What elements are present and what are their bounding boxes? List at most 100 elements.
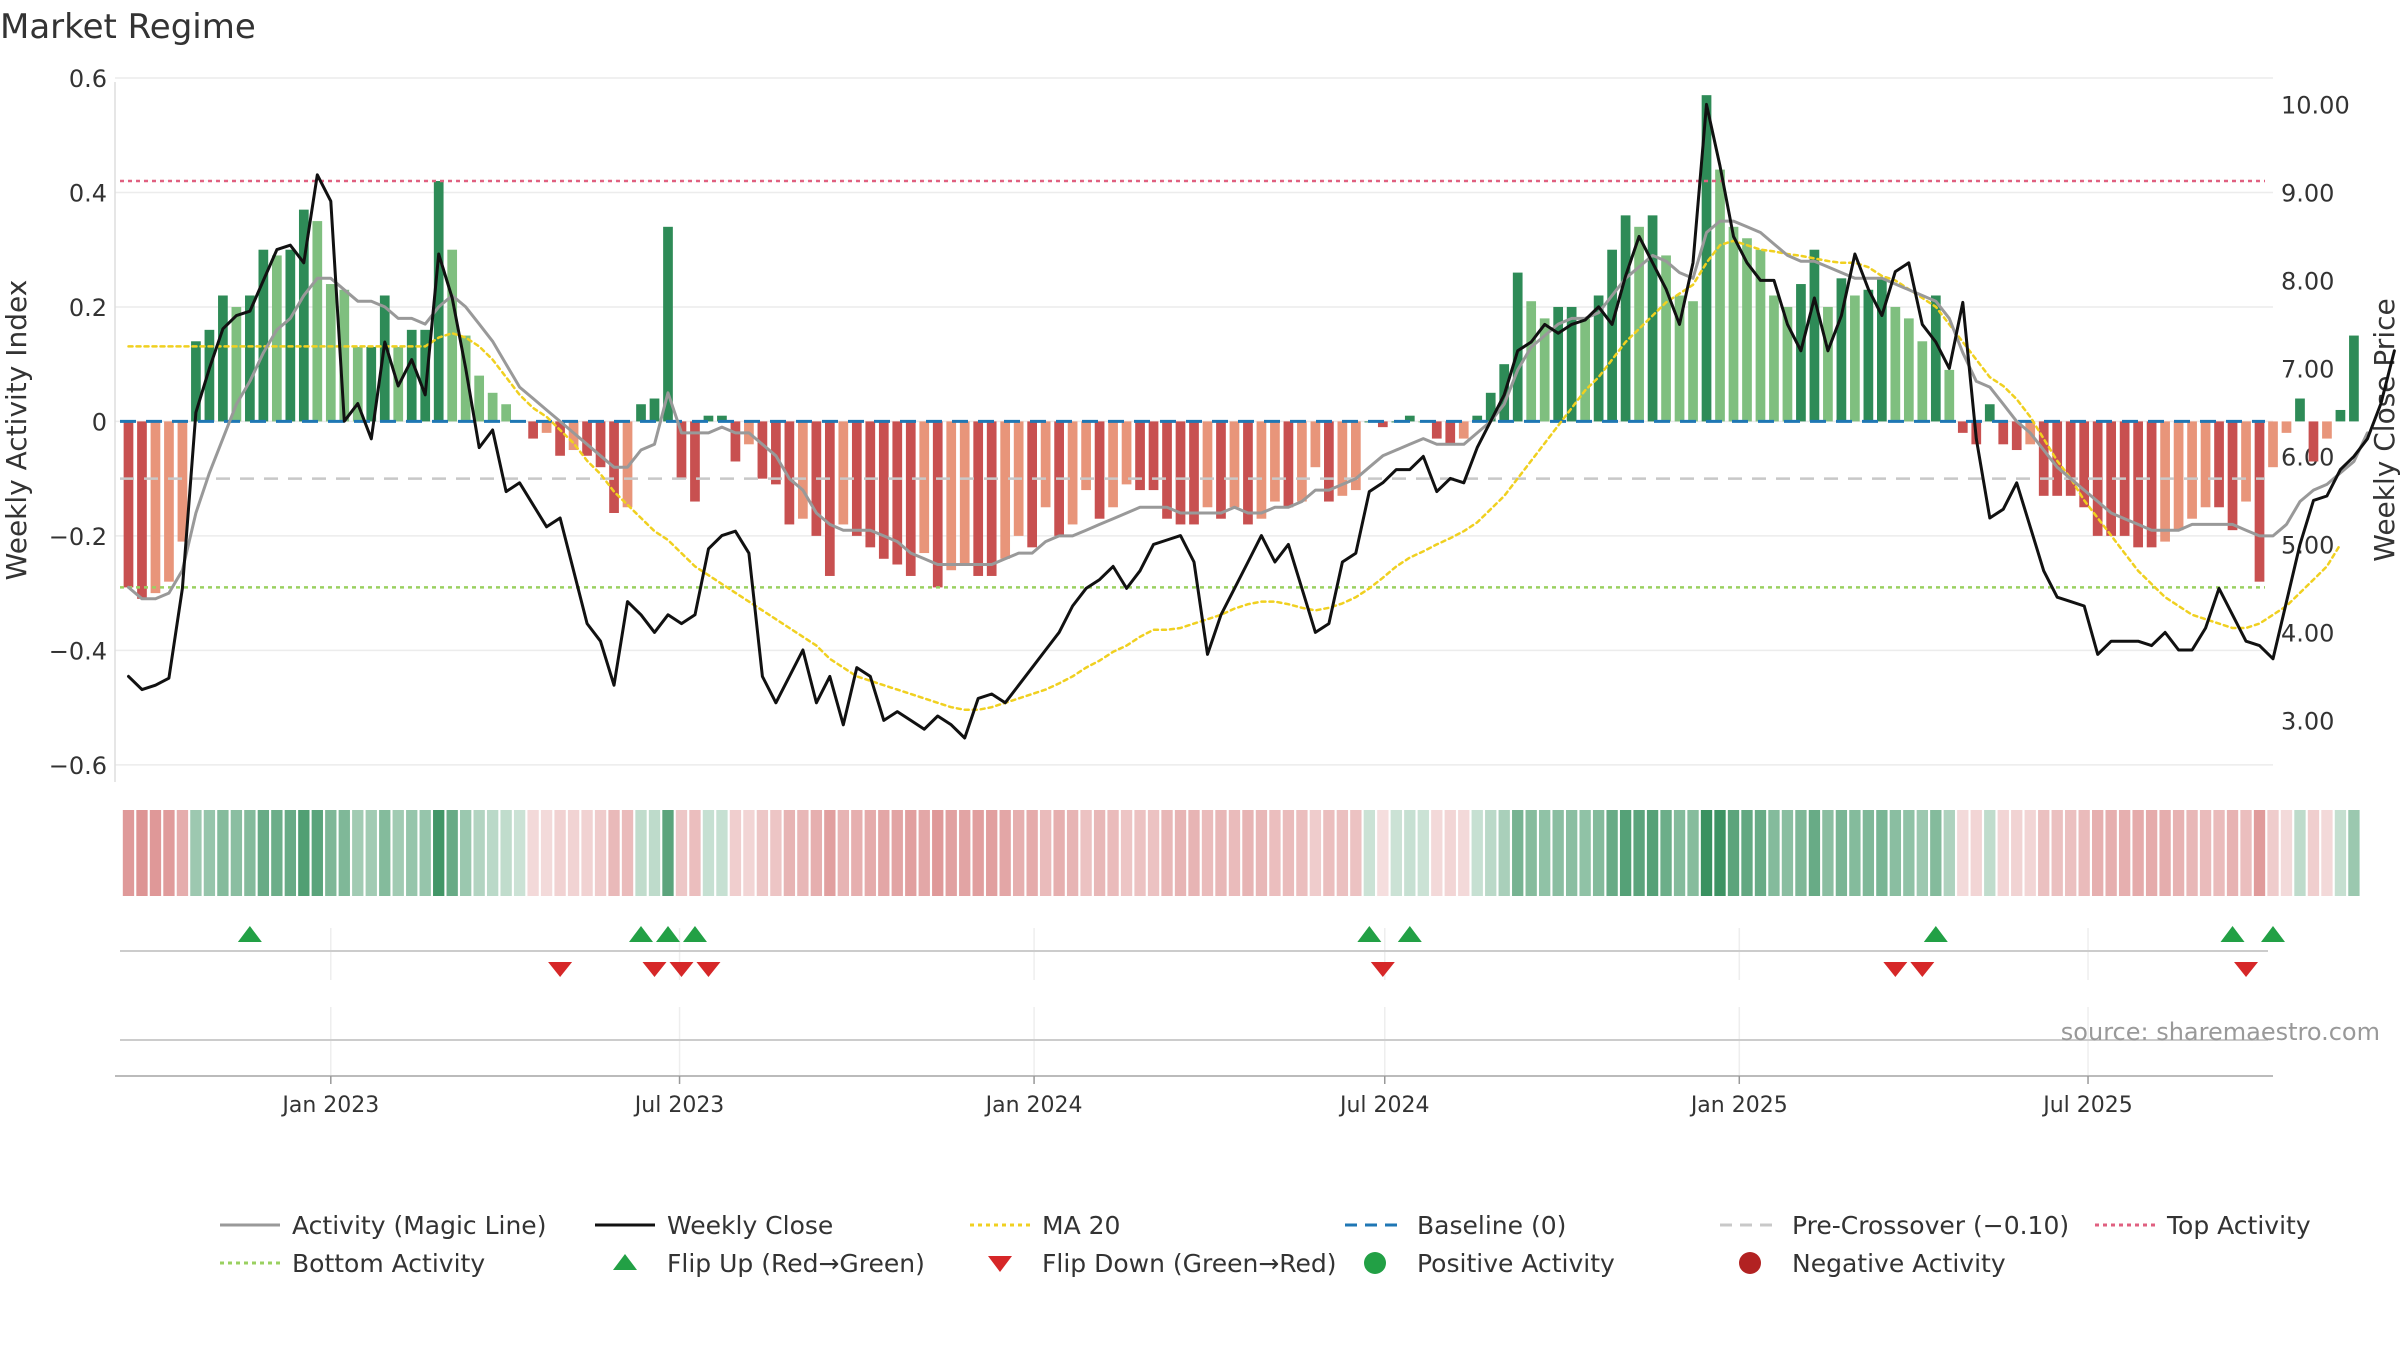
legend-item: Bottom Activity (220, 1249, 485, 1278)
activity-bar (973, 421, 984, 576)
heat-strip-cell (257, 810, 270, 896)
y-axis-label: Weekly Activity Index (0, 280, 33, 581)
flip-down-marker (642, 962, 667, 977)
heat-strip-cell (2051, 810, 2063, 896)
activity-bar (2254, 421, 2265, 582)
activity-bar (730, 421, 741, 462)
y-tick-label: 0.2 (69, 294, 107, 322)
heat-strip-cell (284, 810, 297, 896)
heat-strip-cell (1876, 810, 1888, 896)
activity-bar (1040, 421, 1051, 508)
activity-bar (2241, 421, 2251, 502)
heat-strip-cell (770, 810, 782, 896)
heat-strip-cell (2253, 810, 2266, 896)
activity-bar (1823, 306, 1833, 422)
activity-bar (1755, 249, 1766, 422)
heat-strip-cell (1822, 810, 1834, 896)
heat-strip-cell (1431, 810, 1443, 896)
heat-strip-cell (1512, 810, 1524, 896)
heat-strip-cell (527, 810, 539, 896)
activity-bar (892, 421, 903, 565)
y2-tick-label: 9.00 (2281, 179, 2334, 207)
heat-strip-cell (325, 810, 337, 896)
flip-down-marker (1370, 962, 1395, 977)
heat-strip-cell (419, 810, 431, 896)
heat-strip-cell (433, 810, 445, 896)
flip-up-marker (655, 926, 680, 942)
heat-strip-cell (2024, 810, 2036, 896)
heat-strip-cell (446, 810, 458, 896)
activity-bar (568, 421, 579, 451)
x-tick-label: Jul 2024 (1338, 1093, 1430, 1118)
heat-strip-cell (1134, 810, 1146, 896)
activity-bar (1377, 421, 1388, 428)
x-tick-label: Jul 2023 (633, 1093, 725, 1118)
heat-strip-cell (1539, 810, 1551, 896)
activity-bar (1944, 369, 1955, 422)
heat-strip-cell (486, 810, 499, 896)
heat-strip-cell (1916, 810, 1928, 896)
legend-label: Positive Activity (1417, 1249, 1615, 1278)
heat-strip-cell (1903, 810, 1915, 896)
heat-strip-cell (1754, 810, 1767, 896)
legend-item: Weekly Close (595, 1211, 833, 1240)
legend-label: MA 20 (1042, 1211, 1120, 1240)
activity-bar (501, 404, 511, 422)
legend-item: Flip Up (Red→Green) (613, 1249, 925, 1278)
heat-strip-cell (473, 810, 485, 896)
heat-strip-cell (608, 810, 620, 896)
heat-strip-cell (932, 810, 944, 896)
heat-strip-cell (837, 810, 849, 896)
activity-bar (298, 209, 309, 422)
flip-up-marker (1357, 926, 1382, 942)
legend-label: Pre-Crossover (−0.10) (1792, 1211, 2069, 1240)
activity-bar (1769, 295, 1779, 422)
page-title: Market Regime (0, 7, 256, 47)
activity-bar (245, 295, 255, 422)
heat-strip-cell (662, 810, 674, 896)
activity-bar (1148, 421, 1159, 491)
activity-bar (325, 284, 336, 422)
y2-tick-label: 5.00 (2281, 531, 2334, 559)
heat-strip-cell (1471, 810, 1483, 896)
legend-flip-down-icon (988, 1256, 1012, 1272)
heat-strip-cell (1485, 810, 1497, 896)
flip-up-marker (237, 926, 262, 942)
heat-strip-cell (176, 810, 189, 896)
activity-bar (1094, 421, 1105, 519)
x-tick-label: Jan 2025 (1689, 1093, 1788, 1118)
activity-bar (1121, 421, 1132, 485)
activity-bar (204, 329, 215, 422)
activity-bar (932, 421, 943, 588)
heat-strip-cell (675, 810, 688, 896)
activity-bar (2335, 409, 2346, 422)
heat-strip-cell (1673, 810, 1686, 896)
activity-bar (447, 249, 458, 422)
activity-bar (420, 329, 431, 422)
heat-strip-cell (891, 810, 903, 896)
activity-bar (541, 421, 552, 433)
activity-bar (1674, 295, 1685, 422)
legend-item: Positive Activity (1364, 1249, 1615, 1278)
heat-strip-cell (1309, 810, 1322, 896)
heat-strip-cell (729, 810, 742, 896)
heat-strip-cell (1768, 810, 1780, 896)
heat-strip-cell (1377, 810, 1389, 896)
x-tick-label: Jul 2025 (2041, 1093, 2133, 1118)
heat-strip-cell (1039, 810, 1052, 896)
activity-bar (1634, 226, 1644, 422)
heat-strip-cell (230, 810, 243, 896)
activity-bar (474, 375, 485, 422)
heat-strip-cell (2091, 810, 2104, 896)
heat-strip-cell (905, 810, 917, 896)
activity-bar (1984, 404, 1995, 422)
activity-bar (123, 421, 134, 588)
heat-strip-cell (824, 810, 836, 896)
heat-strip-cell (864, 810, 876, 896)
activity-bar (433, 181, 444, 422)
legend-label: Weekly Close (667, 1211, 833, 1240)
heat-strip-cell (2118, 810, 2131, 896)
activity-bar (271, 255, 282, 422)
